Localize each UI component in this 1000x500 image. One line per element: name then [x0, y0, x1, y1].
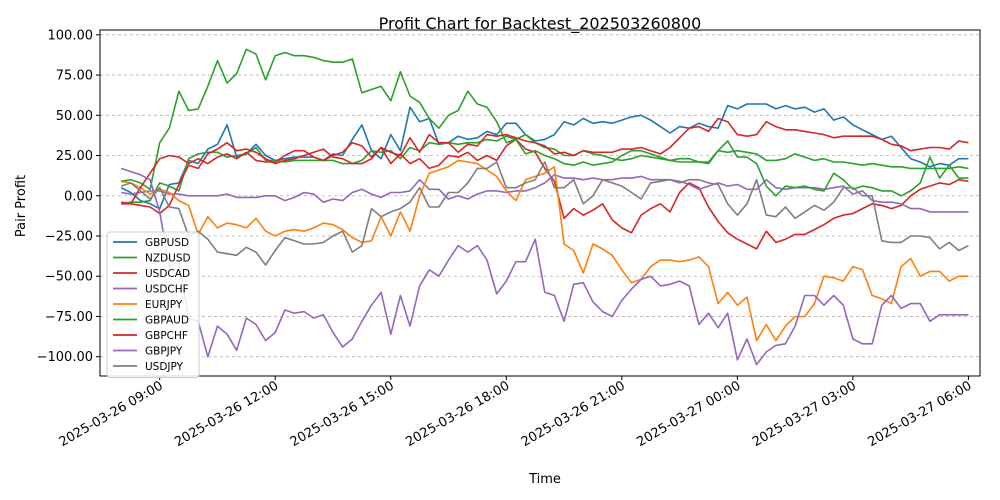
y-tick-label: 0.00 [64, 189, 93, 204]
legend-label: GBPJPY [145, 346, 183, 358]
legend-label: USDCAD [145, 268, 190, 280]
y-tick-label: −100.00 [37, 350, 93, 365]
legend-label: GBPUSD [145, 237, 189, 249]
x-tick-label: 2025-03-27 00:00 [634, 378, 743, 450]
series-lines [120, 48, 969, 366]
legend-label: USDJPY [145, 361, 184, 373]
plot-frame [99, 29, 981, 377]
x-axis-label: Time [528, 472, 561, 487]
x-tick-label: 2025-03-26 09:00 [57, 378, 166, 450]
series-line-gbpusd [120, 103, 969, 210]
x-tick-label: 2025-03-26 12:00 [172, 378, 281, 450]
series-line-eurjpy [121, 159, 969, 342]
legend-label: USDCHF [145, 284, 189, 296]
legend-box [106, 231, 200, 378]
y-tick-label: 75.00 [56, 69, 93, 84]
y-axis-ticks: 100.00 75.00 50.00 25.00 0.00 −25.00 −50.00 −75… [37, 28, 100, 365]
legend-label: EURJPY [145, 299, 183, 311]
legend-label: NZDUSD [145, 253, 191, 265]
legend-label: GBPAUD [145, 315, 189, 327]
series-line-gbpchf [121, 117, 969, 205]
series-line-usdcad [121, 138, 969, 250]
series-line-usdchf [121, 174, 969, 213]
chart-title: Profit Chart for Backtest_202503260800 [379, 14, 702, 34]
legend: GBPUSD NZDUSD USDCAD USDCHF EURJPY GBPAUD GBPC… [106, 231, 200, 378]
x-tick-label: 2025-03-26 15:00 [288, 378, 397, 450]
y-axis-label: Pair Profit [14, 175, 29, 237]
x-tick-label: 2025-03-27 06:00 [865, 378, 974, 450]
gridlines [100, 34, 980, 358]
x-tick-label: 2025-03-26 21:00 [519, 378, 628, 450]
series-line-gbpjpy [120, 167, 969, 366]
x-tick-label: 2025-03-26 18:00 [403, 378, 512, 450]
y-tick-label: 100.00 [48, 28, 94, 43]
x-axis-ticks: 2025-03-26 09:00 2025-03-26 12:00 2025-03-… [57, 376, 974, 450]
y-tick-label: −50.00 [45, 270, 93, 285]
y-tick-label: 25.00 [56, 149, 93, 164]
y-tick-label: −25.00 [45, 229, 93, 244]
y-tick-label: −75.00 [45, 310, 93, 325]
series-line-usdjpy [120, 161, 969, 266]
x-tick-label: 2025-03-27 03:00 [750, 378, 859, 450]
y-tick-label: 50.00 [56, 109, 93, 124]
series-line-gbpaud [121, 48, 969, 197]
legend-label: GBPCHF [145, 330, 188, 342]
